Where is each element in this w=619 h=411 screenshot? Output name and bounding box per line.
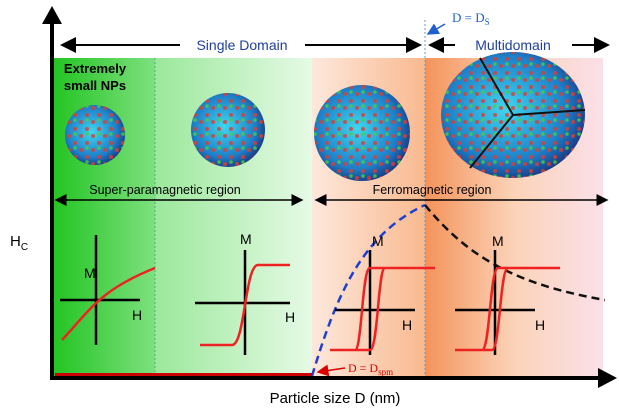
- ferromagnetic-label: Ferromagnetic region: [373, 183, 492, 197]
- y-axis-label: HC: [10, 233, 28, 253]
- multidomain: Multidomain: [475, 37, 550, 53]
- hc-sub: C: [21, 242, 28, 253]
- page: Extremely small NPs Single Domain Multid…: [0, 0, 619, 411]
- ds-main: D = D: [452, 10, 485, 25]
- small-np-label: small NPs: [64, 78, 126, 93]
- m-label: M: [84, 265, 96, 281]
- small-np-label: Extremely: [64, 61, 127, 76]
- h-label: H: [402, 317, 412, 333]
- dspm-main: D = D: [348, 361, 378, 375]
- m-label: M: [240, 231, 252, 247]
- diagram: Extremely small NPs Single Domain Multid…: [0, 0, 619, 411]
- hc-main: H: [10, 233, 21, 250]
- single-domain: Single Domain: [196, 37, 287, 53]
- ds-sub: S: [485, 17, 490, 27]
- m-label: M: [492, 233, 504, 249]
- h-label: H: [535, 317, 545, 333]
- dspm-sub: spm: [378, 367, 393, 377]
- superparamagnetic-label: Super-paramagnetic region: [89, 183, 241, 197]
- h-label: H: [132, 307, 142, 323]
- m-label: M: [372, 233, 384, 249]
- h-label: H: [285, 309, 295, 325]
- x-axis-label: Particle size D (nm): [270, 390, 401, 407]
- ds-label: D = DS: [452, 10, 490, 27]
